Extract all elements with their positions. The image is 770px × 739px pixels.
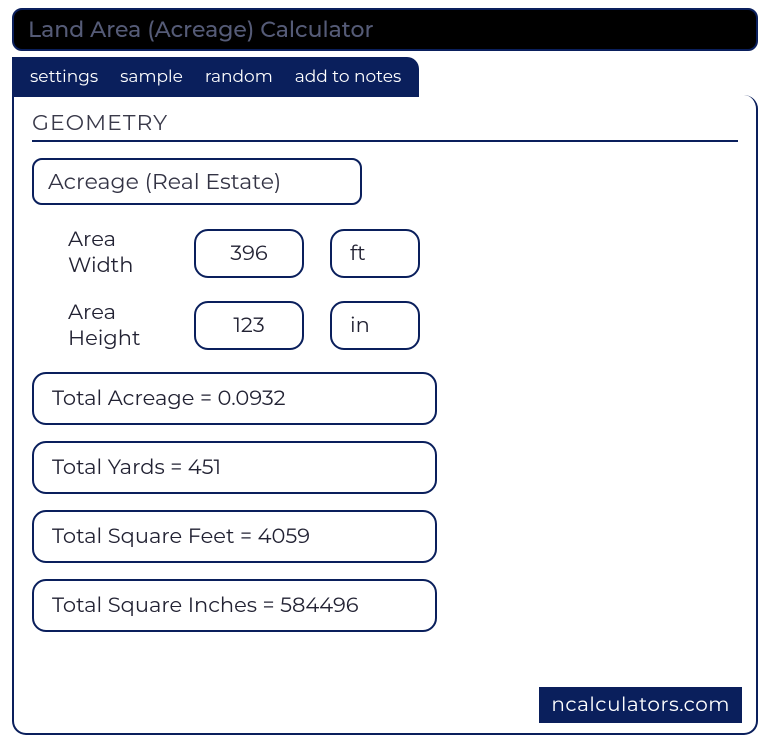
row-area-width: Area Width 396 ft [68,227,738,280]
unit-area-height[interactable]: in [330,301,420,350]
tab-random[interactable]: random [205,67,273,87]
input-area-height[interactable]: 123 [194,301,304,350]
tab-sample[interactable]: sample [120,67,183,87]
section-header: GEOMETRY [32,109,738,142]
tab-settings[interactable]: settings [30,67,98,87]
unit-area-width[interactable]: ft [330,229,420,278]
tab-strip: settings sample random add to notes [12,57,419,97]
result-total-sqft: Total Square Feet = 4059 [32,510,437,563]
input-area-width[interactable]: 396 [194,229,304,278]
row-area-height: Area Height 123 in [68,300,738,353]
tab-add-to-notes[interactable]: add to notes [295,67,402,87]
result-total-sqin: Total Square Inches = 584496 [32,579,437,632]
page-title: Land Area (Acreage) Calculator [28,16,374,43]
title-bar: Land Area (Acreage) Calculator [12,8,758,51]
result-total-acreage: Total Acreage = 0.0932 [32,372,437,425]
watermark: ncalculators.com [539,687,742,723]
calc-title: Acreage (Real Estate) [32,158,362,205]
label-area-width: Area Width [68,227,168,280]
result-total-yards: Total Yards = 451 [32,441,437,494]
calculator-panel: GEOMETRY Acreage (Real Estate) Area Widt… [12,95,758,735]
label-area-height: Area Height [68,300,168,353]
